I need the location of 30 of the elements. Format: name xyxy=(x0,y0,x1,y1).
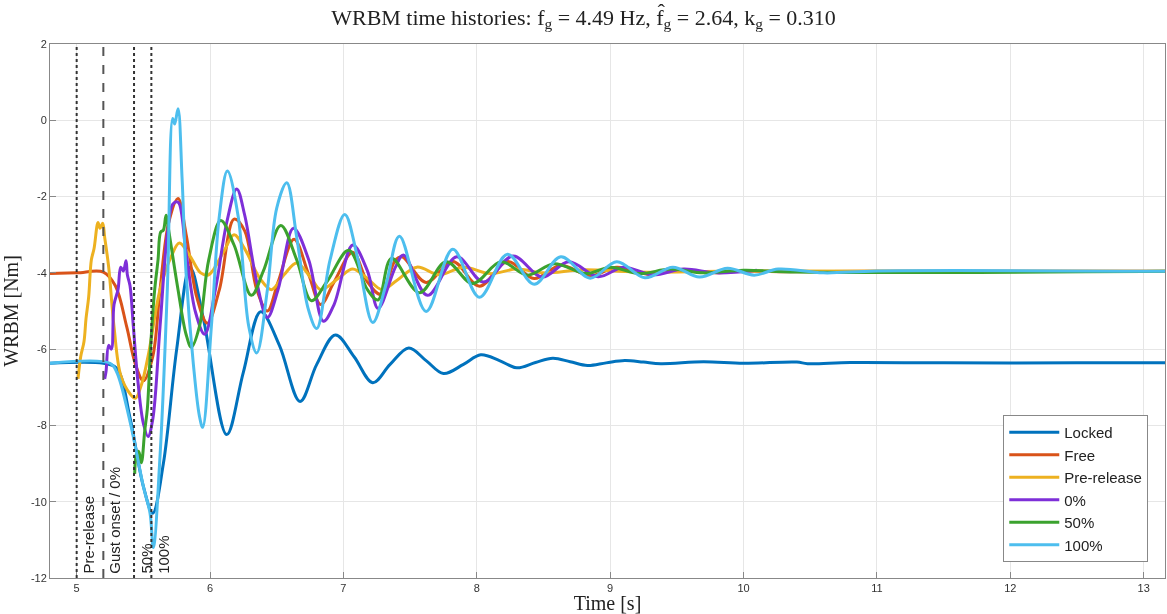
y-tick-label: -10 xyxy=(30,495,47,508)
annotation: 100% xyxy=(154,535,172,574)
legend-label: Locked xyxy=(1064,424,1113,442)
x-tick-label: 10 xyxy=(737,582,750,595)
x-tick-label: 13 xyxy=(1137,582,1150,595)
y-tick-label: 0 xyxy=(40,114,47,127)
chart-title: WRBM time histories: f$_{g}$ = 4.49 Hz, f̂$_{g}$ = 2.64, k$_{g}$ = 0.310 xyxy=(331,4,836,33)
legend-label: 50% xyxy=(1064,514,1095,532)
x-tick-label: 11 xyxy=(871,582,883,595)
x-axis-title: Time [s] xyxy=(573,592,642,614)
y-tick-label: -2 xyxy=(37,190,47,203)
y-tick-label: -12 xyxy=(30,571,47,584)
y-tick-label: 2 xyxy=(40,37,47,50)
y-tick-label: -4 xyxy=(37,266,47,279)
legend-label: Free xyxy=(1064,446,1096,464)
ref-line-label: Pre-release xyxy=(79,495,97,574)
legend-label: 0% xyxy=(1064,491,1086,509)
x-tick-label: 8 xyxy=(473,582,480,595)
annotation: 50% xyxy=(137,543,155,574)
x-tick-label: 9 xyxy=(607,582,614,595)
legend-label: Pre-release xyxy=(1064,469,1142,487)
y-tick-label: -6 xyxy=(37,342,47,355)
x-tick-label: 6 xyxy=(206,582,214,595)
legend-label: 100% xyxy=(1064,536,1103,554)
x-tick-label: 7 xyxy=(340,582,347,595)
x-tick-label: 12 xyxy=(1004,582,1017,595)
x-tick-label: 5 xyxy=(73,582,80,595)
y-axis-title: WRBM [Nm] xyxy=(0,255,23,367)
y-tick-label: -8 xyxy=(37,419,47,432)
ref-line-label: Gust onset / 0% xyxy=(106,466,124,574)
